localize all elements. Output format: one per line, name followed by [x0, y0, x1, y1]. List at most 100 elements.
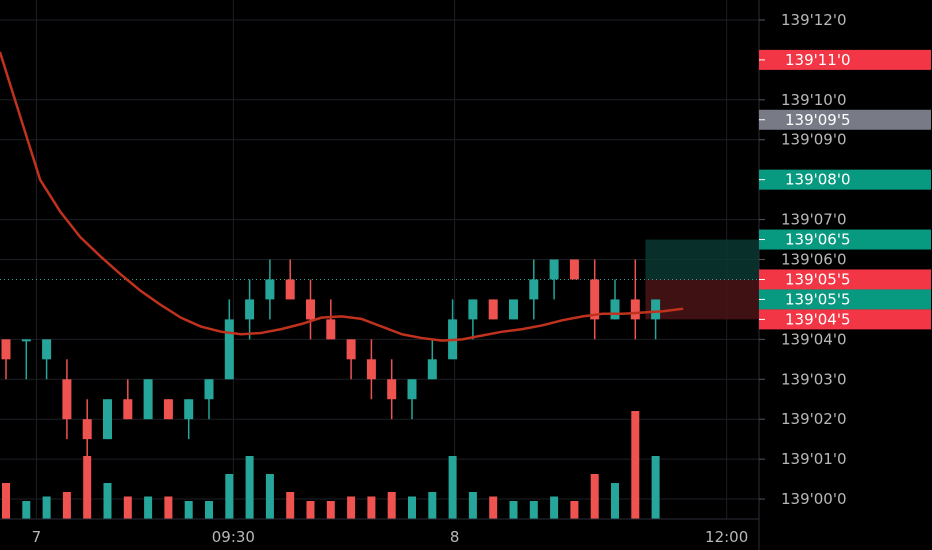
- candle-body[interactable]: [326, 319, 336, 340]
- volume-bar: [286, 492, 295, 519]
- moving-average-line: [0, 51, 684, 342]
- price-axis[interactable]: 139'12'0 139'10'0 139'09'0 139'07'0 139'06'0…: [759, 11, 847, 508]
- time-tick-label: 7: [32, 528, 42, 546]
- volume-bar: [225, 474, 234, 519]
- profit-zone: [645, 239, 759, 280]
- volume-bar: [611, 483, 619, 519]
- volume-bars: [2, 411, 660, 519]
- candle-body[interactable]: [509, 299, 518, 320]
- volume-bar: [387, 492, 396, 519]
- volume-bar: [2, 483, 10, 519]
- price-badges: 139'11'0 139'09'5 139'08'0 139'06'5 139'05'5…: [759, 49, 931, 330]
- volume-bar: [509, 501, 518, 519]
- volume-bar: [529, 501, 538, 519]
- volume-bar: [265, 474, 274, 519]
- volume-bar: [631, 411, 640, 519]
- moving-average-path: [0, 51, 684, 342]
- candle-body[interactable]: [82, 419, 92, 440]
- candle-body[interactable]: [184, 399, 194, 420]
- price-badge: [759, 229, 931, 250]
- time-tick-label: 12:00: [705, 528, 748, 546]
- volume-bar: [22, 501, 31, 519]
- volume-bar: [367, 496, 376, 519]
- candle-body[interactable]: [62, 379, 72, 420]
- volume-bar: [347, 496, 356, 519]
- price-badge-label: 139'08'0: [785, 171, 851, 189]
- price-badge: [759, 109, 931, 130]
- volume-bar: [651, 456, 660, 519]
- volume-bar: [326, 501, 335, 519]
- price-badge-label: 139'09'5: [785, 111, 851, 129]
- time-axis[interactable]: 7 09:30 8 12:00: [32, 528, 749, 546]
- candle-body[interactable]: [549, 259, 559, 280]
- volume-bar: [468, 492, 477, 519]
- price-badge-label: 139'11'0: [785, 51, 851, 69]
- volume-bar: [489, 496, 498, 519]
- candle-body[interactable]: [387, 379, 397, 400]
- candle-body[interactable]: [488, 299, 498, 320]
- candle-body[interactable]: [21, 339, 31, 342]
- price-tick-label: 139'00'0: [781, 490, 847, 508]
- price-tick-label: 139'06'0: [781, 251, 847, 269]
- candle-body[interactable]: [651, 299, 661, 320]
- price-tick-label: 139'01'0: [781, 450, 847, 468]
- time-tick-label: 09:30: [212, 528, 255, 546]
- candle-body[interactable]: [346, 339, 356, 360]
- price-badge: [759, 269, 931, 290]
- volume-bar: [428, 492, 437, 519]
- price-tick-label: 139'07'0: [781, 211, 847, 229]
- volume-bar: [164, 496, 173, 519]
- volume-bar: [62, 492, 71, 519]
- volume-bar: [550, 496, 559, 519]
- candle-body[interactable]: [143, 379, 153, 420]
- candle-body[interactable]: [407, 379, 417, 400]
- position-zone: [0, 239, 759, 320]
- candle-body[interactable]: [610, 299, 620, 320]
- candle-body[interactable]: [569, 259, 579, 280]
- price-tick-label: 139'09'0: [781, 131, 847, 149]
- candle-body[interactable]: [306, 299, 315, 320]
- candle-body[interactable]: [468, 299, 478, 320]
- candle-body[interactable]: [204, 379, 214, 400]
- volume-bar: [408, 496, 416, 519]
- candle-body[interactable]: [590, 279, 600, 320]
- volume-bar: [205, 501, 213, 519]
- price-badge: [759, 169, 931, 190]
- candle-body[interactable]: [265, 279, 275, 300]
- candle-body[interactable]: [1, 339, 11, 360]
- price-badge: [759, 49, 931, 70]
- price-badge-label: 139'05'5: [785, 270, 851, 288]
- price-badge-label: 139'04'5: [785, 310, 851, 328]
- volume-bar: [590, 474, 599, 519]
- candle-body[interactable]: [123, 399, 133, 420]
- loss-zone: [645, 279, 759, 320]
- volume-bar: [570, 501, 579, 519]
- candle-body[interactable]: [163, 399, 173, 420]
- candle-body[interactable]: [103, 399, 112, 440]
- price-tick-label: 139'04'0: [781, 330, 847, 348]
- candle-body[interactable]: [529, 279, 539, 300]
- candle-body[interactable]: [245, 299, 255, 320]
- price-tick-label: 139'02'0: [781, 410, 847, 428]
- volume-bar: [42, 496, 51, 519]
- candle-body[interactable]: [285, 279, 295, 300]
- volume-bar: [83, 456, 92, 519]
- price-tick-label: 139'10'0: [781, 91, 847, 109]
- candle-body[interactable]: [42, 339, 52, 360]
- price-tick-label: 139'12'0: [781, 11, 847, 29]
- time-tick-label: 8: [450, 528, 460, 546]
- volume-bar: [123, 496, 132, 519]
- candle-body[interactable]: [224, 319, 234, 380]
- price-badge: [759, 309, 931, 330]
- price-tick-label: 139'03'0: [781, 370, 847, 388]
- price-badge: [759, 289, 931, 310]
- price-badge-label: 139'05'5: [785, 290, 851, 308]
- candle-body[interactable]: [366, 359, 376, 380]
- volume-bar: [306, 501, 315, 519]
- candle-body[interactable]: [630, 299, 640, 320]
- volume-bar: [245, 456, 254, 519]
- candle-body[interactable]: [427, 359, 437, 380]
- volume-bar: [184, 501, 193, 519]
- price-badge-label: 139'06'5: [785, 231, 851, 249]
